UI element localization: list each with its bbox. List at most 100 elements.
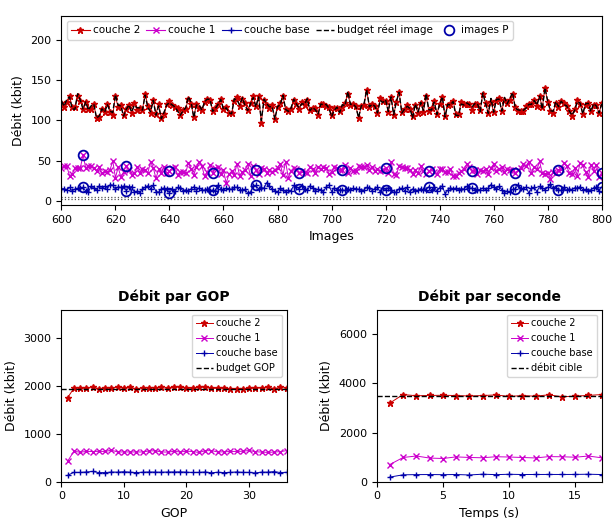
couche base xyxy=(220,469,228,476)
couche 1 xyxy=(413,453,420,459)
couche base xyxy=(545,471,553,478)
Legend: couche 2, couche 1, couche base, débit cible: couche 2, couche 1, couche base, débit c… xyxy=(507,314,597,377)
couche 1 xyxy=(519,454,526,461)
couche base xyxy=(101,469,109,476)
couche base xyxy=(264,469,271,476)
couche 1 xyxy=(201,448,209,454)
couche 2 xyxy=(255,93,262,99)
X-axis label: Images: Images xyxy=(309,230,354,243)
couche base xyxy=(95,469,103,476)
couche 1 xyxy=(290,165,297,171)
couche base xyxy=(441,191,449,197)
couche 1 xyxy=(252,449,259,455)
couche 1 xyxy=(177,449,184,455)
couche base xyxy=(585,471,592,477)
budget réel image xyxy=(598,101,605,107)
budget GOP xyxy=(58,385,65,392)
couche base xyxy=(505,471,513,478)
Line: couche 1: couche 1 xyxy=(64,447,290,465)
X-axis label: GOP: GOP xyxy=(160,507,187,518)
couche 2 xyxy=(233,385,240,392)
couche 1 xyxy=(77,449,84,455)
couche base xyxy=(126,469,134,476)
couche 2 xyxy=(195,384,203,391)
couche 2 xyxy=(152,385,159,391)
budget réel image xyxy=(352,104,360,110)
couche 1 xyxy=(270,449,278,455)
couche 1 xyxy=(585,453,592,459)
couche 2 xyxy=(220,385,228,391)
couche 2 xyxy=(77,385,84,391)
budget réel image xyxy=(60,103,68,109)
couche 2 xyxy=(83,385,90,392)
couche 2 xyxy=(89,384,96,391)
couche base xyxy=(263,179,270,185)
budget réel image xyxy=(258,118,265,124)
couche base xyxy=(598,184,605,190)
couche 1 xyxy=(95,448,103,454)
couche base xyxy=(399,472,406,478)
couche 1 xyxy=(83,448,90,454)
couche base xyxy=(598,471,605,478)
couche 2 xyxy=(239,385,246,392)
couche base xyxy=(283,469,290,476)
Y-axis label: Débit (kbit): Débit (kbit) xyxy=(320,360,333,431)
couche 1 xyxy=(492,454,499,460)
couche base xyxy=(107,469,115,475)
couche 2 xyxy=(101,385,109,391)
budget réel image xyxy=(106,108,114,114)
budget réel image xyxy=(542,84,549,91)
couche base xyxy=(532,471,539,478)
couche base xyxy=(189,469,196,476)
couche base xyxy=(106,181,114,188)
budget réel image xyxy=(58,98,65,104)
couche 2 xyxy=(264,384,271,390)
couche 1 xyxy=(399,454,406,461)
couche base xyxy=(255,186,262,192)
couche base xyxy=(114,469,122,476)
couche 2 xyxy=(139,385,146,391)
couche 1 xyxy=(465,454,473,461)
couche 2 xyxy=(58,99,65,106)
couche base xyxy=(258,469,265,475)
couche base xyxy=(453,471,460,478)
couche 1 xyxy=(222,180,230,186)
couche 1 xyxy=(233,448,240,454)
couche 2 xyxy=(545,392,553,398)
couche 2 xyxy=(64,395,71,401)
couche base xyxy=(252,470,259,476)
couche base xyxy=(152,469,159,475)
couche 2 xyxy=(227,386,234,392)
couche base xyxy=(133,469,140,476)
couche base xyxy=(208,470,215,476)
budget réel image xyxy=(287,105,295,111)
Y-axis label: Débit (kbit): Débit (kbit) xyxy=(5,360,18,431)
couche base xyxy=(287,188,295,194)
couche 2 xyxy=(399,392,406,398)
Line: couche 2: couche 2 xyxy=(58,85,605,126)
couche base xyxy=(201,469,209,475)
Line: couche 1: couche 1 xyxy=(386,453,605,468)
couche base xyxy=(89,468,96,474)
couche 2 xyxy=(246,385,253,392)
couche base xyxy=(146,469,153,475)
couche 1 xyxy=(220,449,228,455)
Line: couche 2: couche 2 xyxy=(386,391,605,407)
couche 1 xyxy=(246,448,253,454)
couche 1 xyxy=(126,449,134,455)
couche 2 xyxy=(505,393,513,399)
X-axis label: Temps (s): Temps (s) xyxy=(459,507,519,518)
Line: couche base: couche base xyxy=(58,179,605,197)
couche 2 xyxy=(60,104,68,110)
couche 1 xyxy=(146,448,153,454)
couche 2 xyxy=(177,384,184,390)
couche 1 xyxy=(532,455,539,461)
Legend: couche 2, couche 1, couche base, budget réel image, images P: couche 2, couche 1, couche base, budget … xyxy=(66,21,513,39)
couche 1 xyxy=(114,449,122,455)
couche base xyxy=(572,471,579,478)
couche base xyxy=(214,469,222,476)
couche 2 xyxy=(126,384,134,391)
couche 1 xyxy=(598,455,605,461)
couche 1 xyxy=(79,152,87,158)
couche 2 xyxy=(270,385,278,392)
